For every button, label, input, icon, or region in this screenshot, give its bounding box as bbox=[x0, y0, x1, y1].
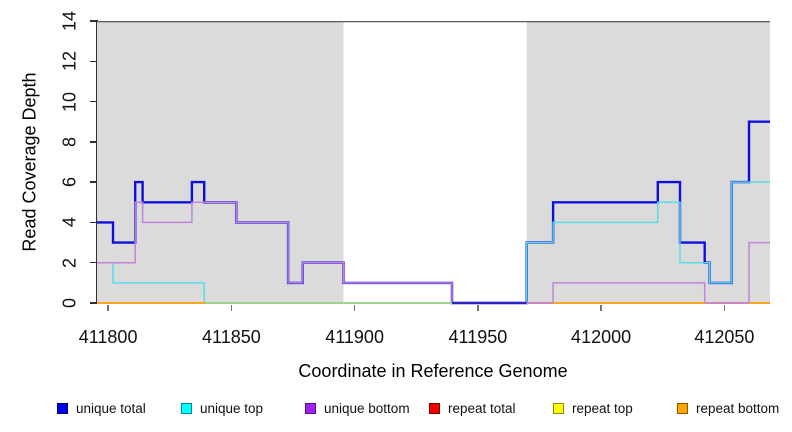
y-tick-label: 8 bbox=[59, 136, 80, 147]
x-tick bbox=[107, 304, 109, 311]
y-tick-label: 14 bbox=[59, 10, 80, 32]
y-tick bbox=[89, 181, 97, 183]
y-tick bbox=[89, 302, 97, 304]
x-tick bbox=[230, 304, 233, 311]
y-tick bbox=[89, 60, 97, 62]
x-tick-label: 412000 bbox=[571, 327, 632, 347]
x-tick bbox=[600, 304, 602, 311]
legend-label: unique total bbox=[76, 400, 146, 416]
legend-swatch-icon bbox=[57, 402, 68, 414]
legend-label: unique top bbox=[200, 400, 264, 416]
legend-swatch-icon bbox=[305, 402, 316, 414]
x-tick-label: 412050 bbox=[694, 327, 755, 347]
legend-label: repeat total bbox=[448, 400, 516, 416]
plot-area bbox=[97, 21, 770, 306]
legend-item-repeat-top: repeat top bbox=[553, 400, 633, 416]
legend-swatch-icon bbox=[181, 402, 192, 414]
y-tick bbox=[89, 100, 97, 103]
y-tick-label: 0 bbox=[59, 297, 80, 309]
legend-item-unique-top: unique top bbox=[181, 400, 263, 416]
y-tick bbox=[89, 141, 97, 143]
legend-label: repeat bottom bbox=[696, 400, 780, 416]
y-tick-label: 4 bbox=[59, 217, 80, 228]
x-tick-label: 411950 bbox=[448, 327, 508, 347]
legend-swatch-icon bbox=[429, 402, 440, 414]
legend-swatch-icon bbox=[677, 402, 688, 414]
y-tick-label: 10 bbox=[59, 91, 80, 112]
x-tick bbox=[477, 304, 479, 311]
legend-item-repeat-bottom: repeat bottom bbox=[677, 400, 779, 416]
shaded-region bbox=[97, 21, 344, 303]
x-tick-label: 411800 bbox=[78, 327, 138, 347]
x-tick bbox=[723, 304, 726, 311]
x-tick bbox=[353, 304, 356, 311]
legend-swatch-icon bbox=[553, 402, 564, 414]
y-tick bbox=[89, 262, 97, 264]
legend-label: repeat top bbox=[572, 400, 633, 416]
series-line-unique-top bbox=[97, 181, 770, 304]
legend-item-unique-total: unique total bbox=[57, 400, 146, 416]
y-tick-label: 12 bbox=[59, 51, 80, 72]
shaded-region bbox=[526, 21, 770, 303]
x-axis-title: Coordinate in Reference Genome bbox=[298, 361, 568, 381]
series-line-unique-bottom bbox=[97, 201, 770, 304]
y-axis-title: Read Coverage Depth bbox=[19, 72, 40, 252]
x-tick-label: 411850 bbox=[202, 327, 261, 347]
y-tick-label: 6 bbox=[59, 177, 80, 188]
y-axis-line bbox=[96, 20, 98, 304]
legend-item-repeat-total: repeat total bbox=[429, 400, 516, 416]
legend-item-unique-bottom: unique bottom bbox=[305, 400, 410, 416]
y-tick-label: 2 bbox=[59, 257, 80, 268]
y-tick bbox=[89, 221, 97, 224]
y-tick bbox=[89, 20, 97, 22]
x-tick-label: 411900 bbox=[325, 327, 384, 347]
legend-label: unique bottom bbox=[324, 400, 410, 416]
